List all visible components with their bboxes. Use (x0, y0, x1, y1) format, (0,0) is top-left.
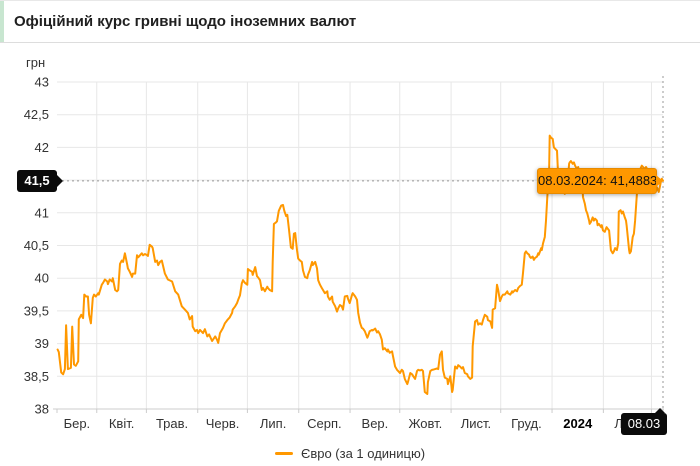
y-tick-label: 39,5 (24, 303, 49, 318)
x-tick-label: 2024 (563, 416, 593, 431)
legend-series-label[interactable]: Євро (за 1 одиницю) (300, 445, 426, 461)
crosshair-x-badge-arrow-icon (655, 408, 665, 413)
x-tick-label: Вер. (362, 416, 389, 431)
x-tick-label: Жовт. (408, 416, 442, 431)
y-tick-label: 40 (35, 271, 49, 286)
crosshair-x-badge-label: 08.03 (627, 416, 661, 431)
crosshair-y-badge-label: 41,5 (24, 173, 50, 188)
chart-tooltip-text: 08.03.2024: 41,4883 (538, 173, 658, 188)
crosshair-x-badge: 08.03 (621, 408, 667, 435)
chart-tooltip-arrow-icon (656, 175, 663, 187)
chart-legend: Євро (за 1 одиницю) (0, 442, 700, 464)
x-tick-label: Черв. (206, 416, 240, 431)
crosshair-y-badge-arrow-icon (57, 175, 63, 187)
header-accent-bar (0, 1, 4, 42)
y-tick-label: 42,5 (24, 107, 49, 122)
x-tick-label: Лист. (461, 416, 491, 431)
page-title: Офіційний курс гривні щодо іноземних вал… (14, 13, 357, 30)
legend-line-swatch-icon (274, 451, 293, 455)
chart-tooltip: 08.03.2024: 41,4883 (537, 168, 663, 194)
x-tick-label: Лип. (260, 416, 286, 431)
y-tick-label: 38,5 (24, 369, 49, 384)
y-tick-label: 38 (35, 402, 49, 417)
y-tick-label: 40,5 (24, 238, 49, 253)
y-tick-label: 41 (35, 205, 49, 220)
y-tick-label: 42 (35, 140, 49, 155)
y-tick-label: 43 (35, 75, 49, 90)
x-tick-label: Серп. (307, 416, 342, 431)
x-tick-label: Трав. (156, 416, 188, 431)
widget-header: Офіційний курс гривні щодо іноземних вал… (0, 0, 700, 43)
x-tick-label: Квіт. (109, 416, 135, 431)
crosshair-y-badge: 41,5 (17, 170, 63, 192)
y-tick-label: 39 (35, 336, 49, 351)
x-tick-label: Бер. (64, 416, 91, 431)
x-tick-label: Груд. (511, 416, 542, 431)
y-axis-unit-label: грн (26, 55, 46, 70)
